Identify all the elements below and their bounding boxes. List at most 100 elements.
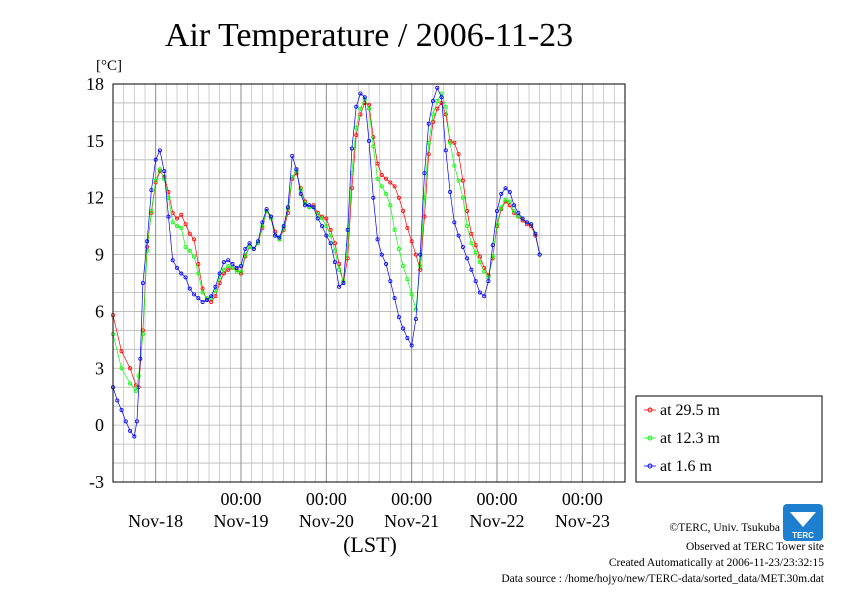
x-tick-day-label: Nov-20 bbox=[299, 511, 354, 531]
data-point bbox=[187, 231, 192, 236]
data-point bbox=[136, 373, 141, 378]
data-point bbox=[388, 279, 393, 284]
data-point bbox=[456, 152, 461, 157]
data-point bbox=[332, 260, 337, 265]
x-tick-time-label: 00:00 bbox=[562, 489, 603, 509]
data-point bbox=[358, 91, 363, 96]
data-point bbox=[183, 222, 188, 227]
data-point bbox=[183, 244, 188, 249]
x-axis-label: (LST) bbox=[343, 532, 397, 557]
data-point bbox=[520, 216, 525, 221]
data-point bbox=[465, 224, 470, 229]
data-point bbox=[174, 216, 179, 221]
data-point bbox=[140, 280, 145, 285]
data-point bbox=[516, 214, 521, 219]
data-point bbox=[260, 220, 265, 225]
data-point bbox=[162, 169, 167, 174]
data-point bbox=[473, 250, 478, 255]
data-point bbox=[200, 290, 205, 295]
data-point bbox=[443, 104, 448, 109]
data-point bbox=[409, 292, 414, 297]
data-point bbox=[273, 233, 278, 238]
data-point bbox=[128, 428, 133, 433]
data-point bbox=[226, 258, 231, 263]
data-point bbox=[328, 233, 333, 238]
data-point bbox=[149, 188, 154, 193]
terc-logo: TERC bbox=[783, 504, 823, 541]
data-point bbox=[456, 178, 461, 183]
legend-swatch-marker bbox=[647, 435, 653, 441]
data-point bbox=[460, 178, 465, 183]
data-point bbox=[448, 140, 453, 145]
data-point bbox=[217, 271, 222, 276]
data-point bbox=[494, 208, 499, 213]
data-point bbox=[230, 262, 235, 267]
data-point bbox=[354, 104, 359, 109]
data-point bbox=[179, 271, 184, 276]
y-tick-label: 15 bbox=[86, 131, 104, 151]
data-point bbox=[234, 265, 239, 270]
data-point bbox=[392, 227, 397, 232]
series-line bbox=[112, 102, 541, 388]
data-point bbox=[290, 154, 295, 159]
series-line bbox=[112, 92, 541, 392]
data-point bbox=[388, 180, 393, 185]
data-point bbox=[503, 186, 508, 191]
data-point bbox=[401, 326, 406, 331]
data-point bbox=[294, 167, 299, 172]
data-point bbox=[119, 349, 124, 354]
data-point bbox=[145, 239, 150, 244]
data-point bbox=[187, 286, 192, 291]
data-point bbox=[134, 389, 139, 394]
data-point bbox=[221, 271, 226, 276]
data-point bbox=[349, 186, 354, 191]
data-point bbox=[401, 208, 406, 213]
data-point bbox=[170, 258, 175, 263]
data-point bbox=[486, 279, 491, 284]
data-point bbox=[426, 121, 431, 126]
data-point bbox=[332, 248, 337, 253]
data-point bbox=[439, 95, 444, 100]
data-point bbox=[371, 144, 376, 149]
data-point bbox=[435, 85, 440, 90]
data-point bbox=[465, 256, 470, 261]
data-point bbox=[443, 112, 448, 117]
data-point bbox=[128, 366, 133, 371]
data-point bbox=[332, 241, 337, 246]
logo-text: TERC bbox=[792, 531, 814, 540]
data-point bbox=[251, 246, 256, 251]
data-point bbox=[260, 224, 265, 229]
legend-swatch-marker bbox=[647, 463, 653, 469]
data-point bbox=[337, 267, 342, 272]
data-point bbox=[405, 226, 410, 231]
data-point bbox=[192, 292, 197, 297]
data-point bbox=[413, 307, 418, 312]
data-point bbox=[337, 284, 342, 289]
data-point bbox=[187, 248, 192, 253]
data-point bbox=[362, 95, 367, 100]
data-point bbox=[512, 208, 517, 213]
data-point bbox=[452, 220, 457, 225]
data-point bbox=[345, 227, 350, 232]
data-point bbox=[469, 241, 474, 246]
data-point bbox=[256, 239, 261, 244]
data-point bbox=[349, 146, 354, 151]
data-point bbox=[315, 216, 320, 221]
data-point bbox=[200, 286, 205, 291]
data-point bbox=[273, 229, 278, 234]
x-tick-day-label: Nov-19 bbox=[214, 511, 269, 531]
data-point bbox=[226, 263, 231, 268]
data-point bbox=[157, 148, 162, 153]
data-point bbox=[230, 265, 235, 270]
data-point bbox=[268, 214, 273, 219]
data-point bbox=[482, 294, 487, 299]
plot-frame bbox=[112, 83, 626, 483]
data-point bbox=[115, 398, 120, 403]
data-point bbox=[328, 227, 333, 232]
data-point bbox=[430, 99, 435, 104]
x-tick-labels: 00:00 00:00 00:00 00:00 00:00 Nov-18 Nov-19 Nov… bbox=[128, 489, 610, 531]
data-point bbox=[499, 191, 504, 196]
data-point bbox=[490, 243, 495, 248]
data-point bbox=[477, 254, 482, 259]
